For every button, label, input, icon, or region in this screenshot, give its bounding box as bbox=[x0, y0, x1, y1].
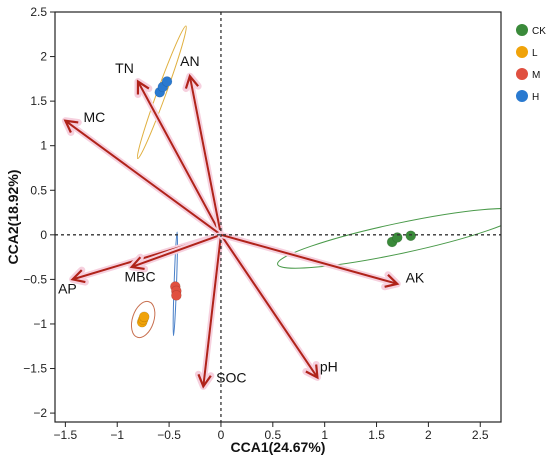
vector-label-mc: MC bbox=[84, 109, 106, 125]
sample-points bbox=[136, 76, 417, 328]
vector-tn bbox=[134, 78, 224, 238]
confidence-ellipses bbox=[130, 25, 501, 339]
x-axis-label: CCA1(24.67%) bbox=[231, 439, 326, 455]
y-tick-label: 2 bbox=[40, 50, 47, 64]
x-tick-label: 2.5 bbox=[472, 428, 489, 442]
x-tick-label: 0 bbox=[218, 428, 225, 442]
vector-mc bbox=[61, 117, 224, 238]
y-tick-label: 1.5 bbox=[30, 94, 47, 108]
legend: CK LMH bbox=[516, 24, 546, 103]
y-tick-label: 2.5 bbox=[30, 5, 47, 19]
point-m bbox=[171, 290, 182, 301]
x-tick-label: −0.5 bbox=[157, 428, 181, 442]
legend-marker-l bbox=[516, 46, 528, 58]
plot-frame bbox=[54, 11, 502, 423]
vector-label-mbc: MBC bbox=[124, 269, 155, 285]
vector-label-ap: AP bbox=[58, 280, 77, 296]
y-tick-label: 0 bbox=[40, 228, 47, 242]
legend-marker-m bbox=[516, 68, 528, 80]
ellipse-l bbox=[130, 300, 156, 339]
vector-labels: TN AN MC AP MBC SOC pH AK bbox=[58, 53, 425, 385]
vector-label-soc: SOC bbox=[216, 369, 246, 385]
x-tick-label: 1 bbox=[321, 428, 328, 442]
y-tick-label: 0.5 bbox=[30, 183, 47, 197]
y-tick-label: −2 bbox=[33, 406, 47, 420]
legend-label-h: H bbox=[532, 92, 539, 103]
y-axis-label: CCA2(18.92%) bbox=[5, 170, 21, 265]
vector-mbc bbox=[128, 231, 224, 273]
legend-label-l: L bbox=[532, 48, 538, 59]
vector-an bbox=[182, 72, 224, 238]
y-tick-label: −1 bbox=[33, 317, 47, 331]
environmental-vectors bbox=[61, 72, 401, 390]
vector-label-ph: pH bbox=[320, 359, 338, 375]
vector-ph bbox=[217, 231, 321, 381]
point-h bbox=[161, 76, 173, 87]
x-tick-label: 0.5 bbox=[264, 428, 281, 442]
y-tick-label: −1.5 bbox=[23, 362, 47, 376]
vector-soc bbox=[194, 231, 224, 390]
x-tick-label: 1.5 bbox=[368, 428, 385, 442]
x-tick-label: −1 bbox=[110, 428, 124, 442]
point-ck bbox=[391, 232, 403, 243]
vector-label-ak: AK bbox=[406, 270, 425, 286]
point-l bbox=[138, 311, 150, 323]
axes: −1.5 −1 −0.5 0 0.5 1 1.5 2 2.5 −2 −1.5 −1 −0.5 0 0.5 1 1… bbox=[23, 5, 502, 442]
vector-label-an: AN bbox=[180, 53, 199, 69]
y-tick-label: 1 bbox=[40, 139, 47, 153]
vector-label-tn: TN bbox=[115, 60, 134, 76]
x-tick-label: −1.5 bbox=[54, 428, 78, 442]
legend-marker-ck bbox=[516, 24, 528, 36]
legend-label-ck: CK bbox=[532, 26, 546, 37]
legend-label-m: M bbox=[532, 70, 540, 81]
legend-marker-h bbox=[516, 90, 528, 102]
y-tick-label: −0.5 bbox=[23, 272, 47, 286]
x-tick-label: 2 bbox=[425, 428, 432, 442]
vector-ak bbox=[217, 231, 401, 291]
ellipse-ck bbox=[277, 208, 501, 269]
point-ck bbox=[405, 230, 417, 242]
